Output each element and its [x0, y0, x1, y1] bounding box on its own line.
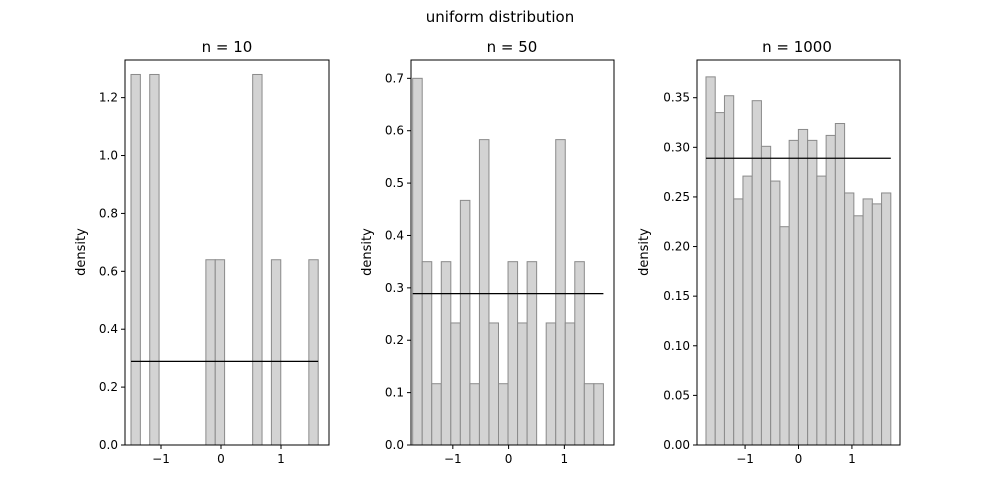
- subplot-n50: n = 50 density −1 0 1 0.0 0.1 0.2 0.3 0.4 0.5 0.6…: [360, 38, 615, 466]
- y-tick-label: 0.6: [385, 124, 404, 138]
- histogram-bar: [450, 322, 461, 446]
- y-axis-label: density: [637, 228, 652, 276]
- histogram-bar: [714, 112, 725, 446]
- x-tick-label: 0: [795, 452, 803, 466]
- y-tick-label: 0.15: [663, 289, 690, 303]
- x-tick-label: 1: [848, 452, 856, 466]
- y-tick-label: 0.4: [99, 322, 118, 336]
- histogram-bar: [412, 77, 423, 446]
- y-tick-label: 0.30: [663, 140, 690, 154]
- y-tick-label: 1.0: [99, 149, 118, 163]
- y-tick-label: 0.3: [385, 281, 404, 295]
- histogram-bar: [421, 261, 433, 446]
- figure-title: uniform distribution: [426, 8, 574, 26]
- y-axis-label: density: [360, 228, 375, 276]
- histogram-bar: [469, 383, 480, 446]
- y-tick-label: 0.0: [385, 438, 404, 452]
- histogram-bar: [270, 259, 282, 446]
- y-tick-label: 0.2: [385, 333, 404, 347]
- subplot-title: n = 1000: [762, 38, 832, 56]
- histogram-bar: [733, 198, 744, 446]
- histogram-bar: [545, 322, 557, 446]
- x-tick-label: −1: [736, 452, 754, 466]
- y-tick-label: 0.35: [663, 91, 690, 105]
- histogram-bar: [130, 73, 141, 446]
- histogram-bar: [862, 198, 873, 446]
- y-tick-label: 0.20: [663, 240, 690, 254]
- y-tick-label: 0.6: [99, 264, 118, 278]
- histogram-bar: [431, 383, 442, 446]
- histogram-bar: [788, 139, 799, 446]
- y-tick-label: 0.4: [385, 228, 404, 242]
- histogram-bar: [779, 226, 790, 446]
- histogram-bar: [834, 123, 846, 446]
- histogram-bar: [149, 73, 160, 446]
- axes-frame: [124, 59, 330, 446]
- histogram-bar: [871, 203, 883, 446]
- x-tick-label: 1: [277, 452, 285, 466]
- plot-area: −1 0 1 0.00 0.05 0.10 0.15 0.20 0.25 0.30 0.35: [663, 59, 901, 466]
- subplot-title: n = 50: [487, 38, 538, 56]
- histogram-bar: [478, 139, 490, 446]
- y-tick-label: 0.2: [99, 380, 118, 394]
- histogram-bar: [807, 139, 818, 446]
- x-tick-label: −1: [444, 452, 462, 466]
- y-tick-label: 0.10: [663, 339, 690, 353]
- y-axis-label: density: [74, 228, 89, 276]
- histogram-bar: [555, 139, 566, 446]
- x-tick-label: 0: [217, 452, 225, 466]
- histogram-bar: [459, 199, 471, 446]
- histogram-bar: [507, 261, 519, 446]
- histogram-bar: [488, 322, 500, 446]
- histogram-bar: [742, 175, 753, 446]
- histogram-bar: [440, 261, 452, 446]
- histogram-bar: [705, 76, 716, 446]
- y-tick-label: 0.7: [385, 71, 404, 85]
- y-tick-label: 0.00: [663, 438, 690, 452]
- histogram-bar: [751, 100, 762, 446]
- y-tick-label: 0.1: [385, 386, 404, 400]
- histogram-bar: [723, 95, 735, 446]
- histogram-bar: [517, 322, 528, 446]
- y-tick-label: 1.2: [99, 91, 118, 105]
- histogram-bar: [593, 383, 604, 446]
- histogram-bar: [816, 175, 827, 446]
- y-tick-label: 0.5: [385, 176, 404, 190]
- histogram-bar: [825, 134, 836, 446]
- subplot-title: n = 10: [202, 38, 253, 56]
- histogram-bar: [526, 261, 538, 446]
- x-tick-label: −1: [152, 452, 170, 466]
- y-tick-label: 0.8: [99, 206, 118, 220]
- histogram-bar: [205, 259, 216, 446]
- plot-area: −1 0 1 0.0 0.2 0.4 0.6 0.8 1.0 1.2: [99, 59, 330, 466]
- histogram-bar: [574, 261, 585, 446]
- histogram-bar: [308, 259, 319, 446]
- x-tick-label: 0: [505, 452, 513, 466]
- histogram-bar: [498, 383, 509, 446]
- histogram-bar: [214, 259, 226, 446]
- subplot-n10: n = 10 density −1 0 1 0.0 0.2 0.4 0.6 0.8 1.0 1.2: [74, 38, 330, 466]
- histogram-bar: [252, 73, 263, 446]
- plot-area: −1 0 1 0.0 0.1 0.2 0.3 0.4 0.5 0.6 0.7: [385, 59, 615, 466]
- histogram-bar: [881, 192, 892, 446]
- histogram-bar: [760, 145, 772, 446]
- y-tick-label: 0.25: [663, 190, 690, 204]
- x-tick-label: 1: [561, 452, 569, 466]
- histogram-bar: [770, 180, 781, 446]
- axes-frame: [410, 59, 615, 446]
- histogram-bar: [583, 383, 595, 446]
- y-tick-label: 0.05: [663, 388, 690, 402]
- histogram-bar: [797, 128, 809, 446]
- histogram-bar: [844, 192, 855, 446]
- subplot-n1000: n = 1000 density −1 0 1 0.00 0.05 0.10 0.15 0.2…: [637, 38, 901, 466]
- histogram-bar: [564, 322, 576, 446]
- histogram-bar: [853, 215, 864, 446]
- y-tick-label: 0.0: [99, 438, 118, 452]
